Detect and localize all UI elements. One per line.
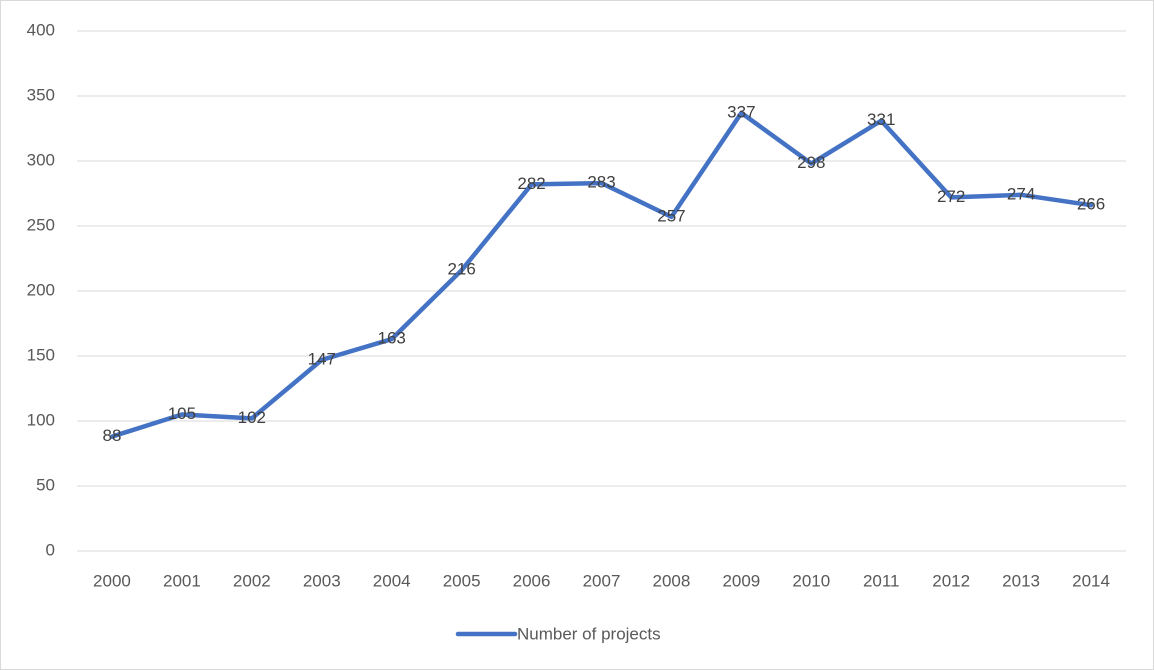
y-tick-label: 300 <box>27 150 55 169</box>
x-tick-label: 2009 <box>722 571 760 590</box>
data-label: 147 <box>308 349 336 368</box>
x-tick-label: 2007 <box>583 571 621 590</box>
x-tick-label: 2011 <box>863 571 900 590</box>
data-label: 282 <box>517 174 545 193</box>
x-tick-label: 2002 <box>233 571 271 590</box>
x-tick-label: 2014 <box>1072 571 1110 590</box>
x-tick-label: 2012 <box>932 571 970 590</box>
data-label: 298 <box>797 153 825 172</box>
x-tick-label: 2006 <box>513 571 551 590</box>
data-label: 216 <box>447 260 475 279</box>
x-tick-label: 2003 <box>303 571 341 590</box>
data-label: 331 <box>867 110 895 129</box>
x-tick-label: 2005 <box>443 571 481 590</box>
x-tick-label: 2010 <box>792 571 830 590</box>
x-tick-label: 2013 <box>1002 571 1040 590</box>
y-tick-label: 0 <box>46 540 55 559</box>
data-label: 274 <box>1007 184 1035 203</box>
x-tick-label: 2004 <box>373 571 411 590</box>
data-label: 266 <box>1077 195 1105 214</box>
data-label: 257 <box>657 206 685 225</box>
data-label: 337 <box>727 102 755 121</box>
legend-label: Number of projects <box>517 624 661 643</box>
y-tick-label: 250 <box>27 215 55 234</box>
x-tick-label: 2008 <box>653 571 691 590</box>
data-label: 283 <box>587 173 615 192</box>
y-tick-label: 50 <box>36 475 55 494</box>
x-tick-label: 2001 <box>163 571 201 590</box>
x-tick-label: 2000 <box>93 571 131 590</box>
data-label: 105 <box>168 404 196 423</box>
y-tick-label: 150 <box>27 345 55 364</box>
data-label: 163 <box>378 329 406 348</box>
y-tick-label: 200 <box>27 280 55 299</box>
data-label: 102 <box>238 408 266 427</box>
data-line <box>109 110 1094 439</box>
y-tick-label: 400 <box>27 20 55 39</box>
data-label: 88 <box>103 426 122 445</box>
y-tick-label: 350 <box>27 85 55 104</box>
y-tick-label: 100 <box>27 410 55 429</box>
data-label: 272 <box>937 187 965 206</box>
